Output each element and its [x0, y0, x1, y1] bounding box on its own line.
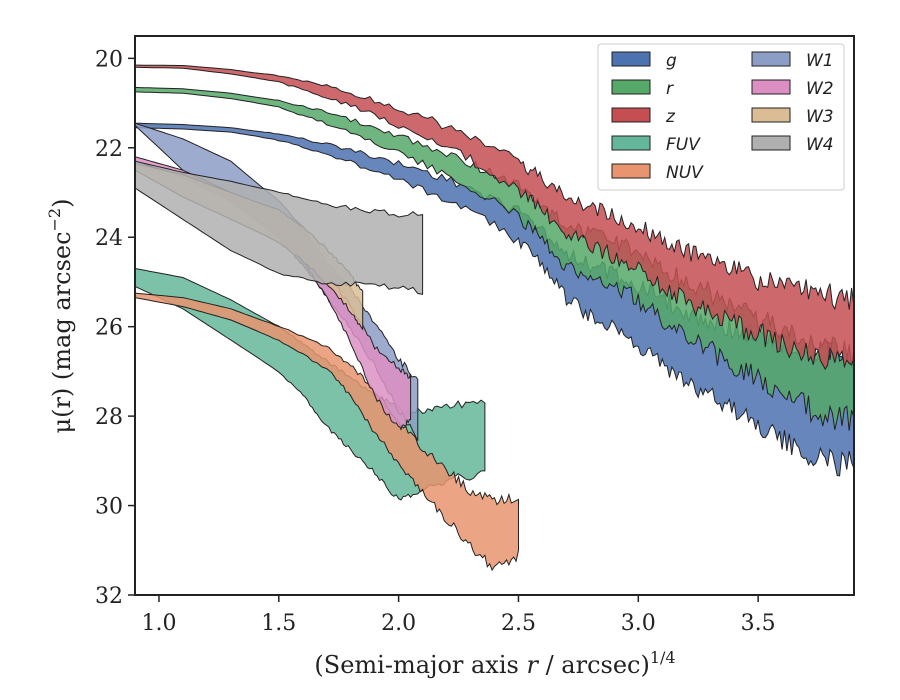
legend-label-z: z — [665, 107, 676, 127]
x-axis-label-sup: 1/4 — [650, 648, 676, 667]
x-axis-label: (Semi-major axis r / arcsec)1/4 — [314, 648, 675, 679]
legend-swatch-NUV — [611, 163, 651, 179]
legend-swatch-W4 — [751, 135, 791, 151]
x-tick-label: 2.5 — [501, 611, 536, 636]
legend-label-NUV: NUV — [666, 163, 704, 183]
legend-swatch-z — [611, 107, 651, 123]
legend-label-W4: W4 — [806, 135, 834, 155]
x-tick-label: 2.0 — [381, 611, 416, 636]
legend-label-W3: W3 — [806, 107, 834, 127]
y-axis-label: μ(r) (mag arcsec−2) — [45, 199, 76, 434]
y-axis-label-main: μ(r) (mag arcsec — [48, 231, 76, 433]
legend-swatch-W2 — [751, 79, 791, 95]
legend-label-W1: W1 — [806, 51, 834, 71]
legend-label-g: g — [666, 51, 677, 71]
legend-label-r: r — [666, 79, 674, 99]
band-W4 — [134, 160, 424, 295]
y-axis-label-close: ) — [48, 199, 76, 208]
y-axis-ticks: 20 22 24 26 28 30 32 — [95, 47, 135, 609]
x-tick-label: 1.0 — [141, 611, 176, 636]
legend-label-FUV: FUV — [666, 135, 701, 155]
x-tick-label: 3.0 — [621, 611, 656, 636]
x-axis-ticks: 1.0 1.5 2.0 2.5 3.0 3.5 — [141, 595, 776, 636]
legend-swatch-W3 — [751, 107, 791, 123]
legend-swatch-g — [611, 51, 651, 67]
legend-swatch-FUV — [611, 135, 651, 151]
y-tick-label: 26 — [95, 316, 123, 341]
y-tick-label: 22 — [95, 137, 123, 162]
legend-swatch-r — [611, 79, 651, 95]
y-tick-label: 20 — [95, 47, 123, 72]
plot-frame — [134, 35, 855, 596]
x-tick-label: 1.5 — [261, 611, 296, 636]
band-NUV — [134, 292, 519, 572]
legend-label-W2: W2 — [806, 79, 834, 99]
y-tick-label: 30 — [95, 495, 123, 520]
legend-swatch-W1 — [751, 51, 791, 67]
legend: grz FUV NUV W1 W2 W3 W4 — [597, 43, 845, 191]
y-tick-label: 24 — [95, 226, 123, 251]
x-axis-label-prefix: (Semi-major axis r / arcsec) — [314, 651, 649, 679]
y-tick-label: 32 — [95, 584, 123, 609]
x-tick-label: 3.5 — [741, 611, 776, 636]
profile-bands — [134, 64, 855, 572]
y-axis-label-sup: −2 — [45, 208, 64, 232]
y-tick-label: 28 — [95, 405, 123, 430]
